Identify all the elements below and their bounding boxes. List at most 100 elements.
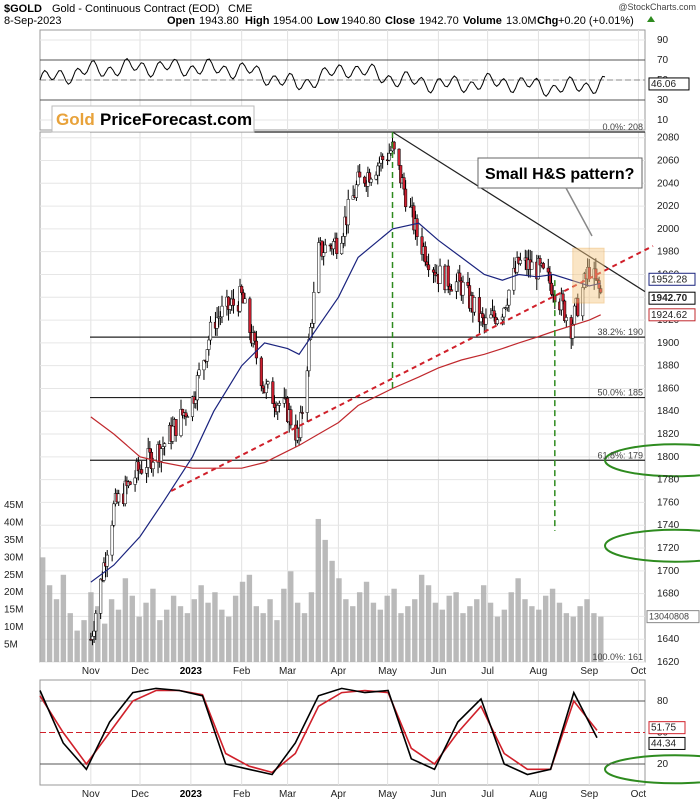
candle-down — [184, 412, 188, 417]
volume-bar — [212, 592, 218, 662]
stoch-month-label: Sep — [580, 789, 598, 800]
volume-bar — [281, 588, 287, 662]
price-month-label: 2023 — [180, 666, 203, 677]
candle-up — [340, 242, 344, 255]
volume-bar — [150, 588, 156, 662]
price-tick-label: 1800 — [657, 452, 680, 463]
volume-bar — [219, 609, 225, 662]
stoch-k-line — [39, 687, 598, 776]
annotation-text: Small H&S pattern? — [485, 166, 634, 183]
candle-down — [492, 310, 496, 318]
annotation-arrow — [565, 187, 593, 237]
candle-up — [310, 323, 314, 328]
candle-down — [481, 313, 485, 319]
price-tick-label: 1700 — [657, 566, 680, 577]
candle-up — [277, 403, 281, 406]
volume-tick-label: 15M — [4, 605, 23, 616]
candle-down — [541, 263, 545, 269]
candle-down — [261, 385, 265, 389]
volume-bar — [170, 595, 177, 662]
volume-bar — [584, 599, 590, 662]
price-month-label: Jul — [481, 666, 494, 677]
price-tick-label: 1680 — [657, 589, 680, 600]
candle-up — [161, 446, 165, 449]
fib-label: 61.8%: 179 — [597, 450, 643, 460]
volume-bar — [467, 606, 473, 662]
open-label: Open — [167, 15, 195, 27]
volume-bar — [384, 595, 390, 662]
volume-bar — [487, 602, 494, 662]
volume-tick-label: 20M — [4, 587, 23, 598]
volume-bar — [184, 613, 191, 662]
candle-up — [341, 236, 345, 244]
target-ellipse — [604, 754, 700, 785]
candle-up — [505, 304, 509, 308]
volume-bar — [377, 609, 384, 662]
symbol: $GOLD — [4, 3, 42, 15]
candle-up — [220, 305, 224, 318]
candle-up — [202, 360, 206, 371]
stoch-month-label: Mar — [279, 789, 297, 800]
candle-down — [425, 261, 429, 266]
resistance-trendline — [392, 131, 646, 293]
volume-bar — [432, 602, 439, 662]
candle-up — [502, 307, 506, 318]
volume-bar — [391, 588, 397, 662]
candle-down — [259, 357, 263, 387]
volume-bar — [322, 539, 328, 662]
candle-down — [449, 289, 454, 292]
candle-up — [145, 467, 149, 474]
candle-up — [99, 578, 103, 614]
rsi-line — [39, 57, 606, 98]
candle-up — [500, 316, 504, 321]
price-month-label: Apr — [331, 666, 347, 677]
high-label: High — [245, 15, 270, 27]
candle-down — [431, 269, 436, 273]
price-tick-label: 2040 — [657, 178, 680, 189]
candle-down — [466, 281, 470, 286]
chg-value: +0.20 (+0.01%) — [558, 15, 634, 27]
price-value-label: 1942.70 — [651, 293, 688, 304]
axis-layer: 907050301046.062080206020402020200019801… — [4, 35, 700, 800]
candle-down — [538, 258, 542, 266]
candle-down — [335, 237, 339, 255]
price-layer — [89, 131, 700, 646]
high-value: 1954.00 — [273, 15, 313, 27]
candle-up — [376, 165, 380, 176]
candle-up — [208, 321, 213, 341]
stoch-month-label: Oct — [631, 789, 647, 800]
price-month-label: Feb — [233, 666, 251, 677]
low-label: Low — [317, 15, 339, 27]
volume-bar — [412, 599, 418, 662]
price-tick-label: 1980 — [657, 247, 680, 258]
volume-bar — [356, 592, 363, 662]
volume-bar — [53, 599, 60, 662]
candle-up — [195, 375, 199, 401]
stoch-month-label: Feb — [233, 789, 251, 800]
candle-up — [171, 425, 175, 442]
price-month-label: Dec — [131, 666, 149, 677]
candle-up — [276, 405, 280, 412]
stoch-month-label: Aug — [530, 789, 548, 800]
candle-up — [94, 613, 98, 632]
stoch-month-label: May — [378, 789, 397, 800]
volume-tick-label: 25M — [4, 570, 23, 581]
candle-up — [307, 339, 311, 372]
price-tick-label: 2000 — [657, 224, 680, 235]
candle-up — [484, 317, 488, 325]
volume-bar — [363, 581, 370, 662]
candle-down — [477, 297, 481, 323]
candle-down — [248, 298, 252, 333]
candle-up — [186, 416, 190, 418]
candle-up — [312, 292, 316, 324]
volume-last-value: 13040808 — [649, 612, 689, 622]
volume-bar — [515, 578, 521, 662]
rsi-value-box — [648, 77, 690, 91]
candle-up — [228, 305, 232, 310]
volume-bar — [460, 613, 466, 662]
volume-bar — [308, 592, 315, 662]
volume-bar — [122, 578, 129, 662]
candle-up — [215, 317, 219, 329]
volume-bar — [563, 613, 570, 662]
logo-gold: Gold — [56, 110, 95, 129]
